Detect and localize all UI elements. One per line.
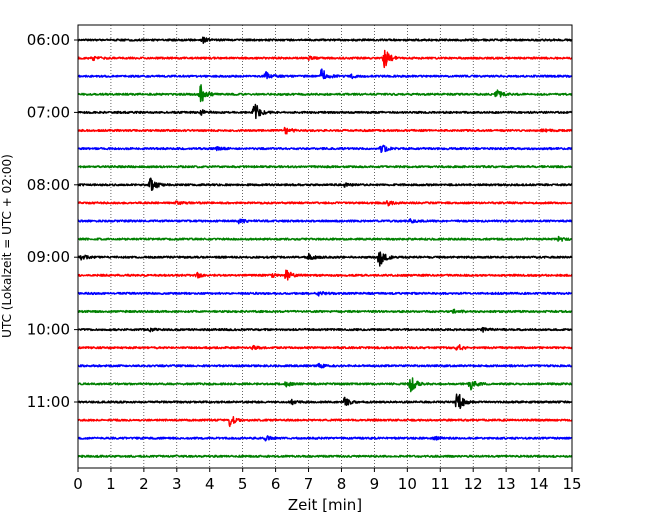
- x-tick-label: 11: [431, 475, 450, 493]
- trace-1015: [77, 344, 573, 351]
- trace-0645: [77, 84, 573, 103]
- x-tick-label: 3: [172, 475, 182, 493]
- x-tick-label: 15: [562, 475, 581, 493]
- trace-0830: [77, 218, 573, 225]
- y-axis-ticks: 06:00 07:00 08:00 09:00 10:00 11:00: [27, 31, 78, 411]
- trace-0845: [77, 235, 573, 242]
- y-axis-label: UTC (Lokalzeit = UTC + 02:00): [0, 154, 14, 338]
- trace-1030: [77, 362, 573, 369]
- trace-0745: [77, 165, 573, 169]
- trace-0700: [77, 103, 573, 120]
- trace-0730: [77, 144, 573, 154]
- x-tick-label: 10: [398, 475, 417, 493]
- x-tick-label: 8: [337, 475, 347, 493]
- trace-1000: [77, 326, 573, 333]
- x-tick-label: 6: [271, 475, 281, 493]
- trace-0930: [77, 291, 573, 297]
- y-tick-label: 10:00: [27, 321, 70, 339]
- trace-1115: [77, 416, 573, 428]
- trace-0630: [77, 68, 573, 80]
- trace-1145: [77, 454, 573, 458]
- trace-1045: [77, 377, 573, 393]
- seismogram-traces: [77, 36, 573, 458]
- trace-0615: [77, 49, 573, 69]
- trace-0715: [77, 126, 573, 135]
- trace-0800: [77, 177, 573, 192]
- y-tick-label: 09:00: [27, 248, 70, 266]
- x-tick-label: 0: [73, 475, 83, 493]
- x-tick-label: 12: [464, 475, 483, 493]
- x-axis-label: Zeit [min]: [288, 496, 362, 514]
- trace-0915: [77, 269, 573, 281]
- trace-0945: [77, 308, 573, 314]
- trace-0815: [77, 200, 573, 207]
- trace-0900: [77, 251, 573, 267]
- x-axis-ticks: 0 1 2 3 4 5 6 7 8 9 10 11 12 13 14 15: [73, 468, 582, 493]
- x-tick-label: 13: [497, 475, 516, 493]
- trace-1100: [77, 393, 573, 410]
- x-tick-label: 9: [370, 475, 380, 493]
- y-tick-label: 07:00: [27, 103, 70, 121]
- y-tick-label: 08:00: [27, 176, 70, 194]
- x-tick-label: 2: [139, 475, 149, 493]
- x-tick-label: 1: [106, 475, 116, 493]
- x-tick-label: 5: [238, 475, 248, 493]
- x-tick-label: 7: [304, 475, 314, 493]
- vertical-grid: [110, 25, 540, 468]
- x-tick-label: 4: [205, 475, 215, 493]
- y-tick-label: 11:00: [27, 393, 70, 411]
- x-tick-label: 14: [530, 475, 549, 493]
- trace-1130: [77, 435, 573, 442]
- y-tick-label: 06:00: [27, 31, 70, 49]
- trace-0600: [77, 36, 573, 44]
- plot-frame: [77, 24, 573, 469]
